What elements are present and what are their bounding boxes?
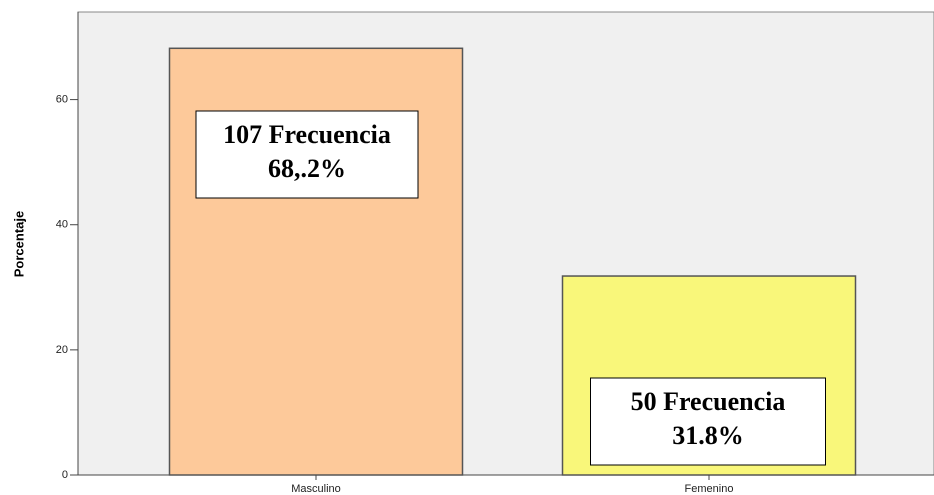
annotation-text: 107 Frecuencia	[223, 120, 391, 149]
annotation-box	[590, 377, 826, 466]
y-tick-label: 40	[56, 219, 68, 231]
y-tick-label: 60	[56, 94, 68, 106]
x-tick-label: Femenino	[685, 483, 734, 495]
annotation-text: 68,.2%	[268, 154, 346, 183]
y-axis-label: Porcentaje	[11, 211, 26, 277]
x-tick-label: Masculino	[291, 483, 341, 495]
annotation-box	[195, 110, 419, 199]
annotation-text: 50 Frecuencia	[631, 387, 786, 416]
annotation-text: 31.8%	[672, 421, 744, 450]
y-tick-label: 0	[62, 469, 68, 481]
y-tick-label: 20	[56, 344, 68, 356]
